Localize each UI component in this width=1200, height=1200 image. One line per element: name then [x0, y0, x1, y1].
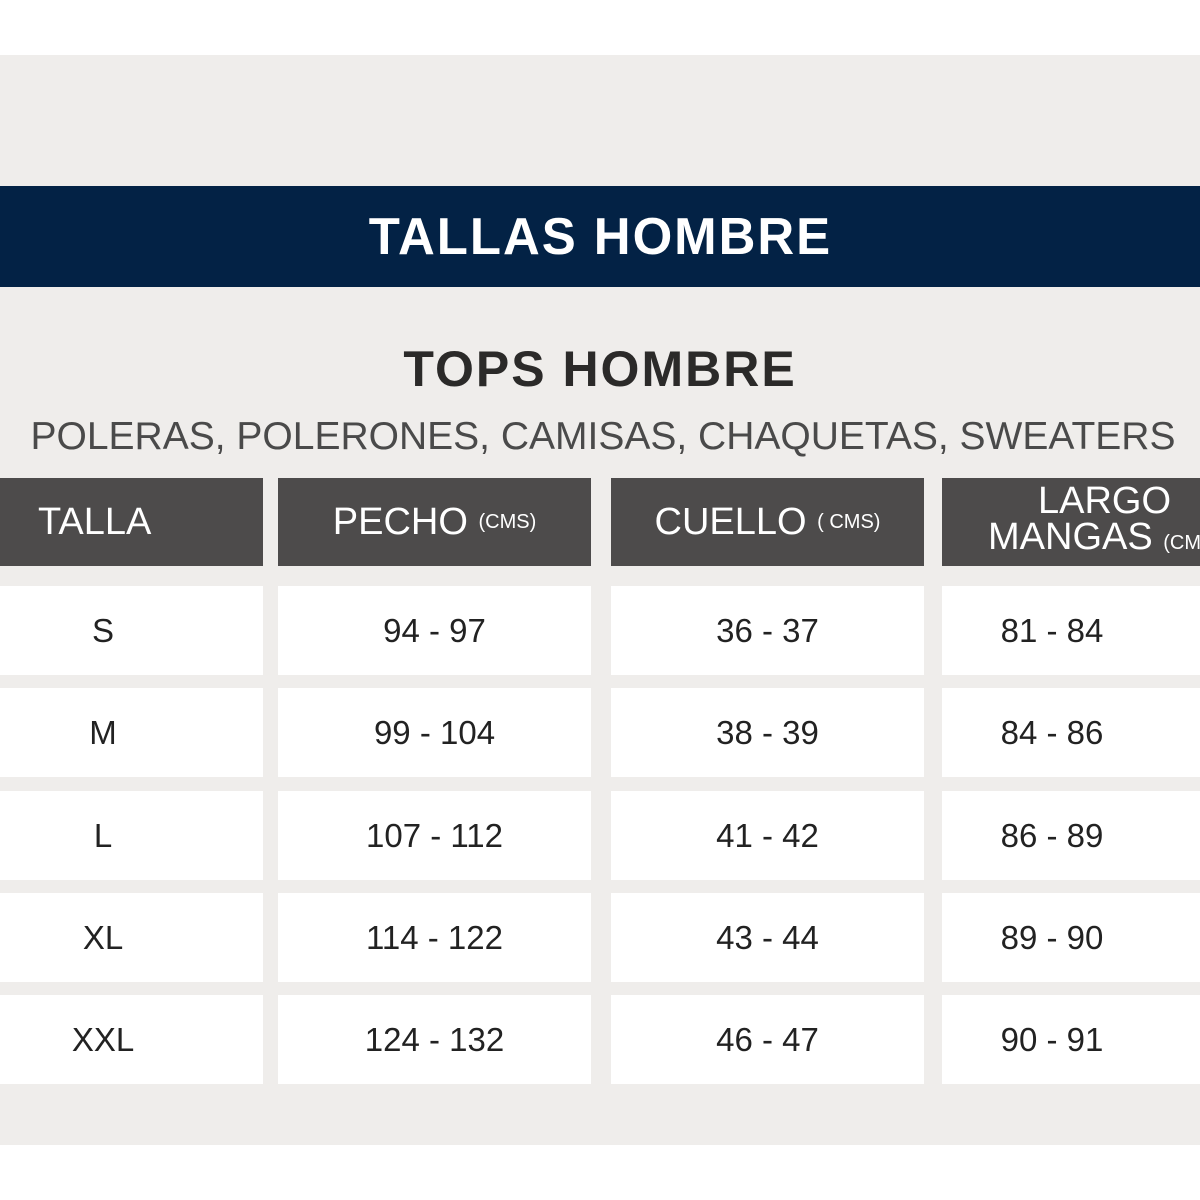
cell-value: 36 - 37 — [716, 611, 819, 649]
table-cell: 99 - 104 — [278, 688, 591, 777]
cell-value: 38 - 39 — [716, 713, 819, 751]
header-largo-mangas: LARGO MANGAS (CMS) — [942, 478, 1200, 566]
cell-value: 107 - 112 — [366, 816, 503, 854]
header-unit: (CMS) — [478, 511, 537, 533]
table-cell: 41 - 42 — [611, 791, 924, 880]
table-cell: 89 - 90 — [942, 893, 1200, 982]
table-cell: XL — [0, 893, 263, 982]
cell-value: 81 - 84 — [1000, 611, 1104, 649]
header-label: PECHO — [332, 501, 468, 543]
table-cell: 86 - 89 — [942, 791, 1200, 880]
cell-value: 86 - 89 — [1000, 816, 1104, 854]
table-cell: M — [0, 688, 263, 777]
cell-value: 46 - 47 — [716, 1020, 819, 1058]
cell-value: 41 - 42 — [716, 816, 819, 854]
table-cell: 94 - 97 — [278, 586, 591, 675]
cell-value: XL — [82, 918, 124, 956]
header-label-2: MANGAS — [988, 516, 1153, 558]
table-cell: 124 - 132 — [278, 995, 591, 1084]
table-cell: L — [0, 791, 263, 880]
table-cell: 36 - 37 — [611, 586, 924, 675]
cell-value: 84 - 86 — [1000, 713, 1104, 751]
cell-value: L — [93, 816, 113, 854]
header-unit: (CMS) — [1163, 532, 1200, 554]
table-cell: 46 - 47 — [611, 995, 924, 1084]
table-cell: XXL — [0, 995, 263, 1084]
header-unit: ( CMS) — [817, 511, 881, 533]
cell-value: XXL — [71, 1020, 135, 1058]
table-cell: 90 - 91 — [942, 995, 1200, 1084]
cell-value: 124 - 132 — [364, 1020, 505, 1058]
header-talla: TALLA — [0, 478, 263, 566]
header-label: TALLA — [38, 501, 152, 543]
table-cell: 38 - 39 — [611, 688, 924, 777]
cell-value: 99 - 104 — [373, 713, 496, 751]
table-cell: 107 - 112 — [278, 791, 591, 880]
header-cuello: CUELLO ( CMS) — [611, 478, 924, 566]
header-pecho: PECHO (CMS) — [278, 478, 591, 566]
header-label: LARGO — [1038, 480, 1172, 522]
header-label: CUELLO — [654, 501, 807, 543]
table-cell: 81 - 84 — [942, 586, 1200, 675]
cell-value: 43 - 44 — [716, 918, 819, 956]
banner-title: TALLAS HOMBRE — [368, 207, 832, 266]
section-title: TOPS HOMBRE — [403, 341, 797, 397]
banner: TALLAS HOMBRE — [0, 186, 1200, 287]
cell-value: S — [91, 611, 114, 649]
section-subtitle: POLERAS, POLERONES, CAMISAS, CHAQUETAS, … — [30, 415, 1176, 458]
table-cell: 114 - 122 — [278, 893, 591, 982]
cell-value: 94 - 97 — [383, 611, 486, 649]
cell-value: 89 - 90 — [1000, 918, 1104, 956]
table-cell: 43 - 44 — [611, 893, 924, 982]
table-cell: 84 - 86 — [942, 688, 1200, 777]
table-cell: S — [0, 586, 263, 675]
cell-value: M — [89, 713, 117, 751]
cell-value: 114 - 122 — [366, 918, 503, 956]
cell-value: 90 - 91 — [1000, 1020, 1104, 1058]
